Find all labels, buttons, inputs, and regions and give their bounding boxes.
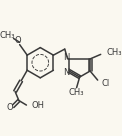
Text: CH₃: CH₃ (0, 31, 15, 40)
Text: N: N (63, 68, 69, 77)
Text: N: N (63, 53, 69, 62)
Text: CH₃: CH₃ (107, 48, 122, 57)
Text: O: O (15, 36, 21, 45)
Text: Cl: Cl (102, 79, 110, 88)
Text: O: O (6, 103, 13, 112)
Text: OH: OH (32, 101, 45, 110)
Text: CH₃: CH₃ (68, 88, 84, 98)
